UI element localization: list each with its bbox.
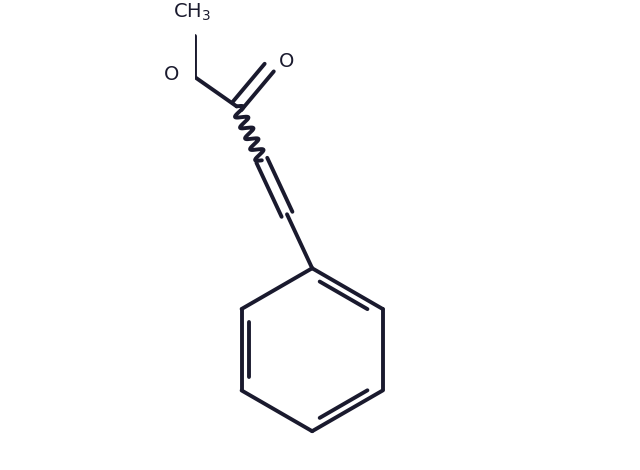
Text: O: O — [164, 65, 180, 84]
Text: CH$_3$: CH$_3$ — [173, 2, 211, 23]
Text: O: O — [278, 52, 294, 71]
